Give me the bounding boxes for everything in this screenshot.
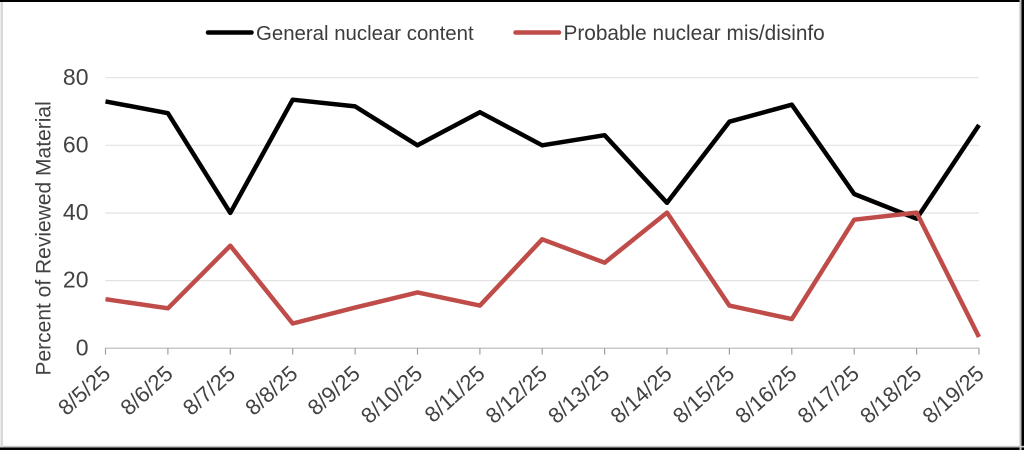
svg-text:80: 80 [63, 64, 89, 90]
svg-text:Probable nuclear mis/disinfo: Probable nuclear mis/disinfo [564, 22, 825, 45]
svg-text:0: 0 [76, 334, 89, 360]
svg-text:40: 40 [63, 199, 89, 225]
svg-text:20: 20 [63, 267, 89, 293]
svg-text:60: 60 [63, 131, 89, 157]
svg-text:Percent of Reviewed Material: Percent of Reviewed Material [33, 101, 56, 375]
svg-text:General nuclear content: General nuclear content [256, 23, 474, 45]
